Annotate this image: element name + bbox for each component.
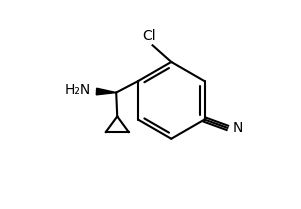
Text: N: N bbox=[233, 121, 243, 135]
Polygon shape bbox=[96, 88, 116, 95]
Text: H₂N: H₂N bbox=[65, 83, 91, 97]
Text: Cl: Cl bbox=[143, 29, 156, 43]
